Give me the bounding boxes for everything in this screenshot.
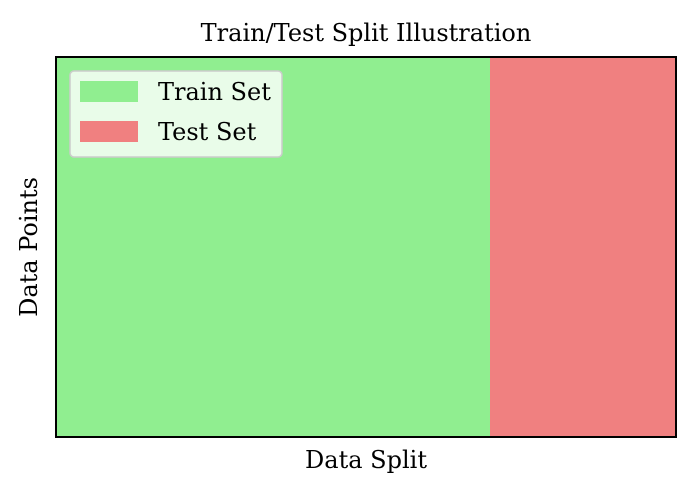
- legend: Train Set Test Set: [69, 70, 283, 158]
- legend-swatch-test-set: [80, 121, 138, 142]
- y-axis-label: Data Points: [15, 177, 43, 317]
- legend-label-test-set: Test Set: [158, 118, 257, 146]
- x-axis-label: Data Split: [305, 446, 427, 474]
- plot-frame: [55, 56, 677, 438]
- legend-swatch-train-set: [80, 81, 138, 102]
- chart-title: Train/Test Split Illustration: [201, 19, 532, 47]
- legend-label-train-set: Train Set: [158, 78, 271, 106]
- bar-test-set: [490, 57, 676, 437]
